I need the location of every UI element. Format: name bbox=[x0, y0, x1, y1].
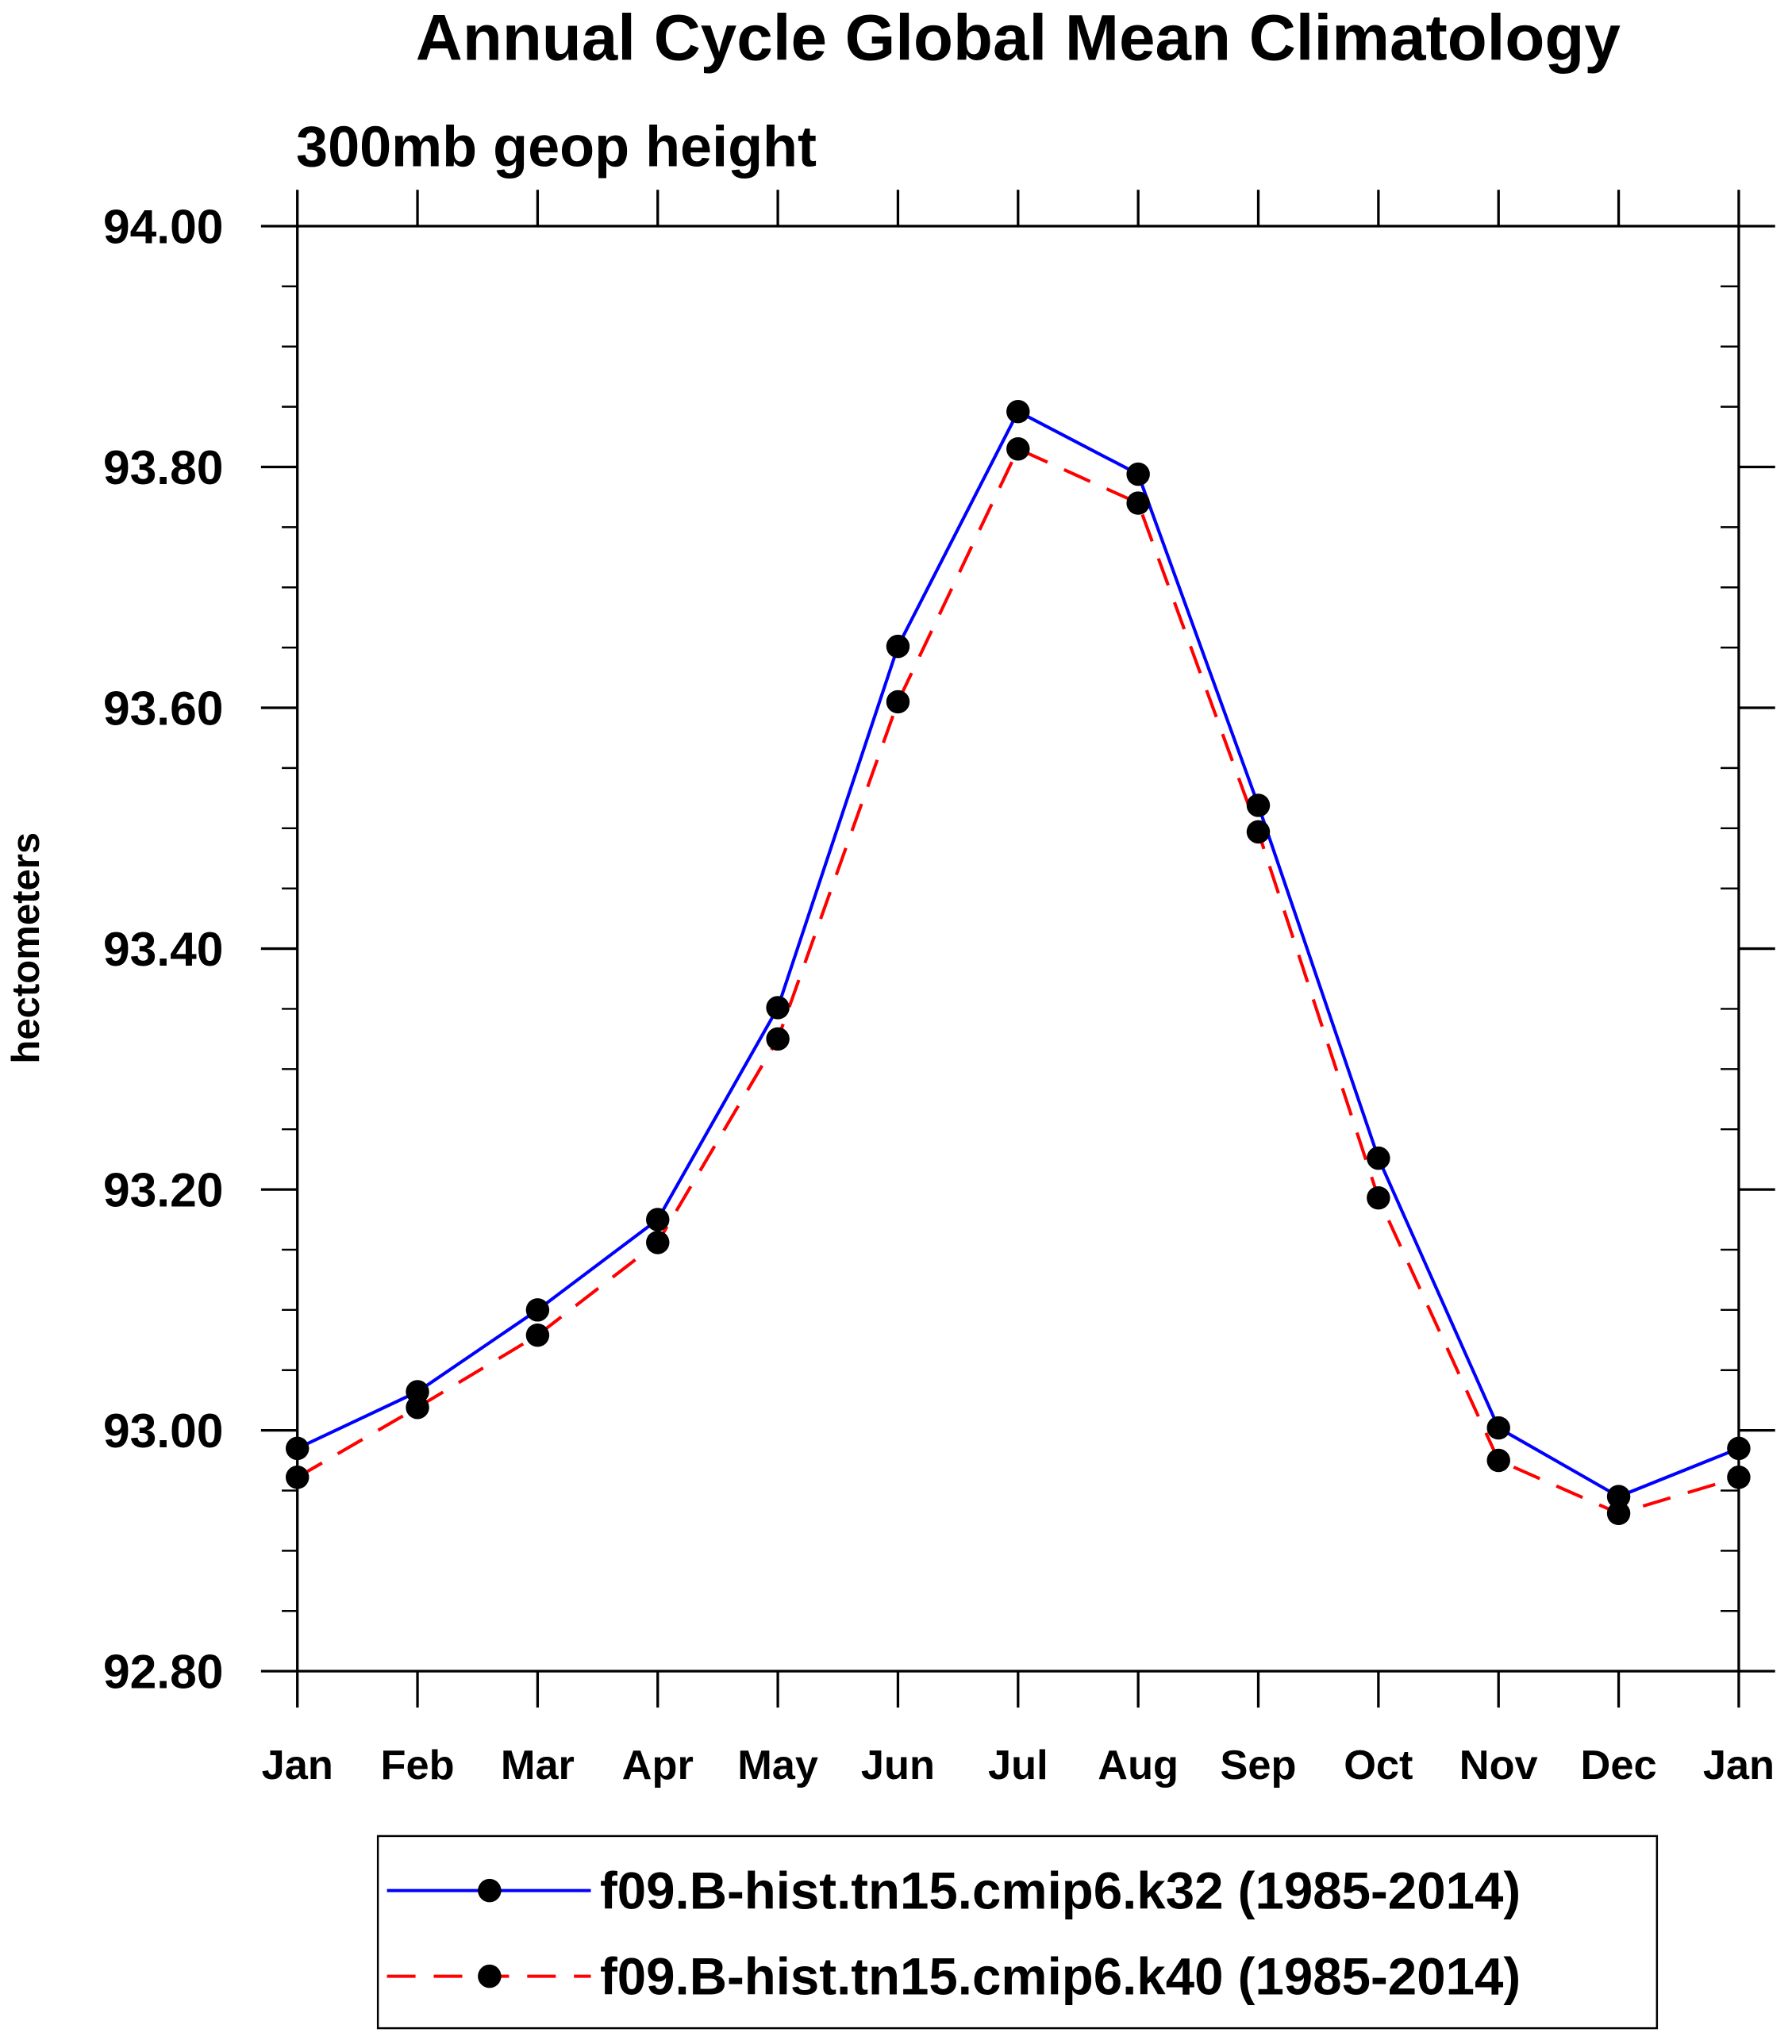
y-tick-label: 93.60 bbox=[103, 681, 223, 735]
data-point-0 bbox=[1727, 1436, 1751, 1461]
data-point-0 bbox=[1486, 1416, 1510, 1440]
series-group bbox=[285, 399, 1751, 1526]
y-tick-label: 93.00 bbox=[103, 1404, 223, 1458]
data-point-0 bbox=[766, 996, 790, 1020]
x-tick-label: May bbox=[737, 1742, 818, 1788]
x-tick-label: Oct bbox=[1344, 1742, 1413, 1788]
legend-label-k32: f09.B-hist.tn15.cmip6.k32 (1985-2014) bbox=[600, 1862, 1521, 1920]
data-point-1 bbox=[406, 1396, 429, 1420]
data-point-0 bbox=[646, 1208, 670, 1231]
series-line-1 bbox=[296, 447, 1740, 1516]
y-tick-label: 94.00 bbox=[103, 199, 223, 253]
legend-box bbox=[376, 1835, 1659, 2030]
chart-title: Annual Cycle Global Mean Climatology bbox=[416, 2, 1621, 75]
legend-label-k40: f09.B-hist.tn15.cmip6.k40 (1985-2014) bbox=[600, 1948, 1521, 2006]
x-tick-label: Sep bbox=[1221, 1742, 1297, 1788]
data-point-1 bbox=[646, 1231, 670, 1254]
series-line-0 bbox=[296, 409, 1740, 1499]
legend-marker-k40 bbox=[478, 1964, 502, 1988]
x-tick-label: Jun bbox=[861, 1742, 935, 1788]
data-point-1 bbox=[766, 1027, 790, 1051]
data-point-1 bbox=[285, 1466, 310, 1489]
y-tick-label: 93.80 bbox=[103, 440, 223, 494]
y-tick-label: 92.80 bbox=[103, 1644, 223, 1698]
x-tick-label: Nov bbox=[1459, 1742, 1538, 1788]
y-tick-label: 93.20 bbox=[103, 1162, 223, 1216]
data-point-1 bbox=[525, 1323, 550, 1347]
data-point-1 bbox=[886, 690, 910, 714]
x-tick-label: Dec bbox=[1581, 1742, 1657, 1788]
x-tick-label: Jul bbox=[988, 1742, 1048, 1788]
data-point-0 bbox=[1246, 793, 1271, 817]
y-axis-label: hectometers bbox=[5, 832, 48, 1064]
data-point-1 bbox=[1006, 437, 1030, 461]
axis-ticks: Jan Feb Mar Apr May Jun Jul Aug Sep Oct Nov Dec Jan 9… bbox=[103, 190, 1775, 1788]
data-point-0 bbox=[886, 634, 910, 659]
data-point-1 bbox=[1486, 1448, 1510, 1473]
x-tick-label: Feb bbox=[381, 1742, 455, 1788]
data-point-1 bbox=[1727, 1466, 1751, 1489]
legend-marker-k32 bbox=[478, 1878, 502, 1903]
data-point-0 bbox=[525, 1298, 550, 1322]
x-tick-label: Jan bbox=[1703, 1742, 1775, 1788]
x-tick-label: Mar bbox=[501, 1742, 575, 1788]
data-point-0 bbox=[1126, 462, 1150, 486]
data-point-1 bbox=[1246, 820, 1271, 844]
data-point-0 bbox=[1606, 1485, 1631, 1508]
chart-subtitle: 300mb geop height bbox=[296, 116, 817, 179]
x-tick-label: Aug bbox=[1098, 1742, 1179, 1788]
legend: f09.B-hist.tn15.cmip6.k32 (1985-2014) f0… bbox=[376, 1835, 1659, 2030]
data-point-1 bbox=[1367, 1185, 1390, 1210]
data-point-0 bbox=[285, 1436, 310, 1461]
x-tick-label: Jan bbox=[262, 1742, 333, 1788]
data-point-0 bbox=[1006, 399, 1030, 424]
data-point-1 bbox=[1606, 1501, 1631, 1526]
y-tick-label: 93.40 bbox=[103, 922, 223, 976]
data-point-1 bbox=[1126, 491, 1150, 515]
x-tick-label: Apr bbox=[622, 1742, 694, 1788]
data-point-0 bbox=[1367, 1146, 1390, 1170]
